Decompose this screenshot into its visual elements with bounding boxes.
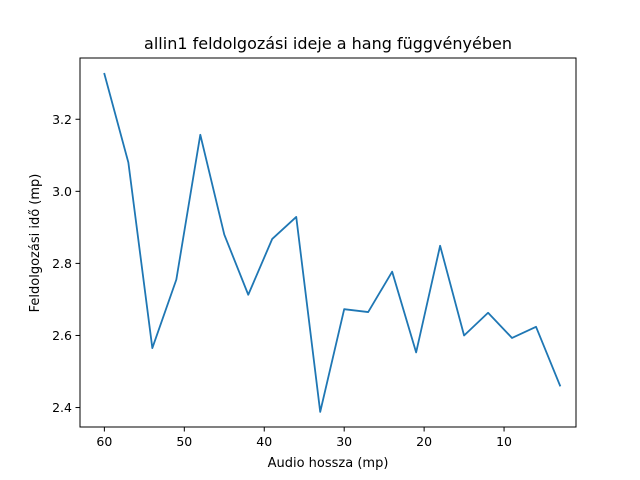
y-tick-label: 2.4: [52, 400, 72, 415]
y-tick-label: 2.6: [52, 328, 72, 343]
series-line: [103, 72, 562, 413]
x-axis-ticks: 60 50 40 30 20 10: [96, 427, 512, 449]
y-tick-label: 3.2: [52, 112, 72, 127]
x-tick-label: 20: [416, 434, 432, 449]
plot-area: [79, 57, 577, 428]
chart-title: allin1 feldolgozási ideje a hang függvén…: [144, 34, 512, 53]
x-tick-label: 60: [96, 434, 112, 449]
y-tick-label: 3.0: [52, 184, 72, 199]
axes-frame: [79, 57, 577, 428]
y-axis-label: Feldolgozási idő (mp): [28, 174, 43, 313]
y-axis-ticks: 2.4 2.6 2.8 3.0 3.2: [52, 112, 80, 415]
x-tick-label: 50: [176, 434, 192, 449]
x-tick-label: 30: [336, 434, 352, 449]
x-tick-label: 40: [256, 434, 272, 449]
y-tick-label: 2.8: [52, 256, 72, 271]
x-axis-label: Audio hossza (mp): [268, 456, 389, 471]
x-tick-label: 10: [496, 434, 512, 449]
